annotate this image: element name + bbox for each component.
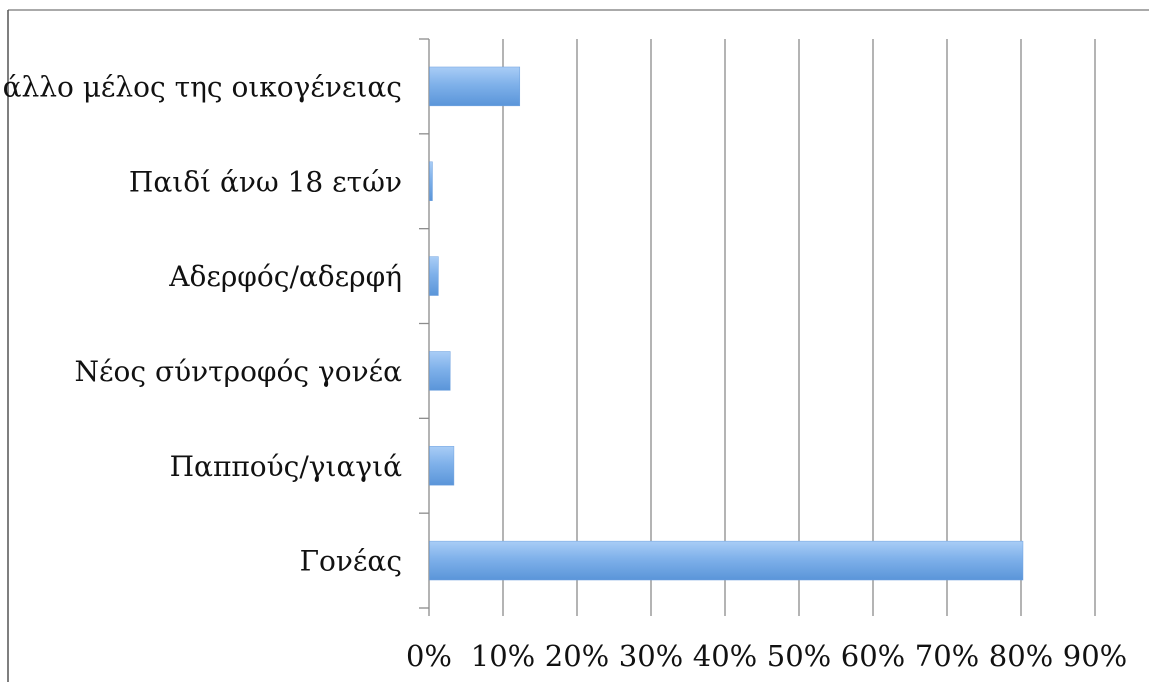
x-tick-label: 60% (841, 639, 905, 673)
category-label: Παιδί άνω 18 ετών (129, 165, 402, 198)
axes (419, 38, 1096, 616)
category-label: Παππούς/γιαγιά (170, 450, 402, 483)
tick-labels: 0% 10% 20% 30% 40% 50% 60% 70% 80% 90% (406, 639, 1127, 673)
x-tick-label: 50% (767, 639, 831, 673)
category-label: Αδερφός/αδερφή (168, 260, 402, 293)
category-label: άλλο μέλος της οικογένειας (3, 70, 402, 103)
x-tick-label: 0% (406, 639, 452, 673)
bar (429, 66, 521, 107)
category-label: Νέος σύντροφός γονέα (75, 355, 403, 388)
gridlines (502, 39, 1096, 608)
bar (429, 161, 433, 201)
bar (429, 540, 1024, 581)
x-tick-label: 10% (471, 639, 535, 673)
bar (429, 256, 439, 296)
bars (429, 66, 1024, 581)
category-label: Γονέας (300, 545, 402, 578)
x-tick-label: 40% (693, 639, 757, 673)
x-tick-label: 90% (1063, 639, 1127, 673)
x-tick-label: 20% (545, 639, 609, 673)
bar (429, 351, 451, 391)
x-tick-label: 30% (619, 639, 683, 673)
x-tick-label: 80% (989, 639, 1053, 673)
bar (429, 446, 455, 486)
x-tick-label: 70% (915, 639, 979, 673)
category-labels: άλλο μέλος της οικογένειας Παιδί άνω 18 ε… (3, 70, 403, 577)
